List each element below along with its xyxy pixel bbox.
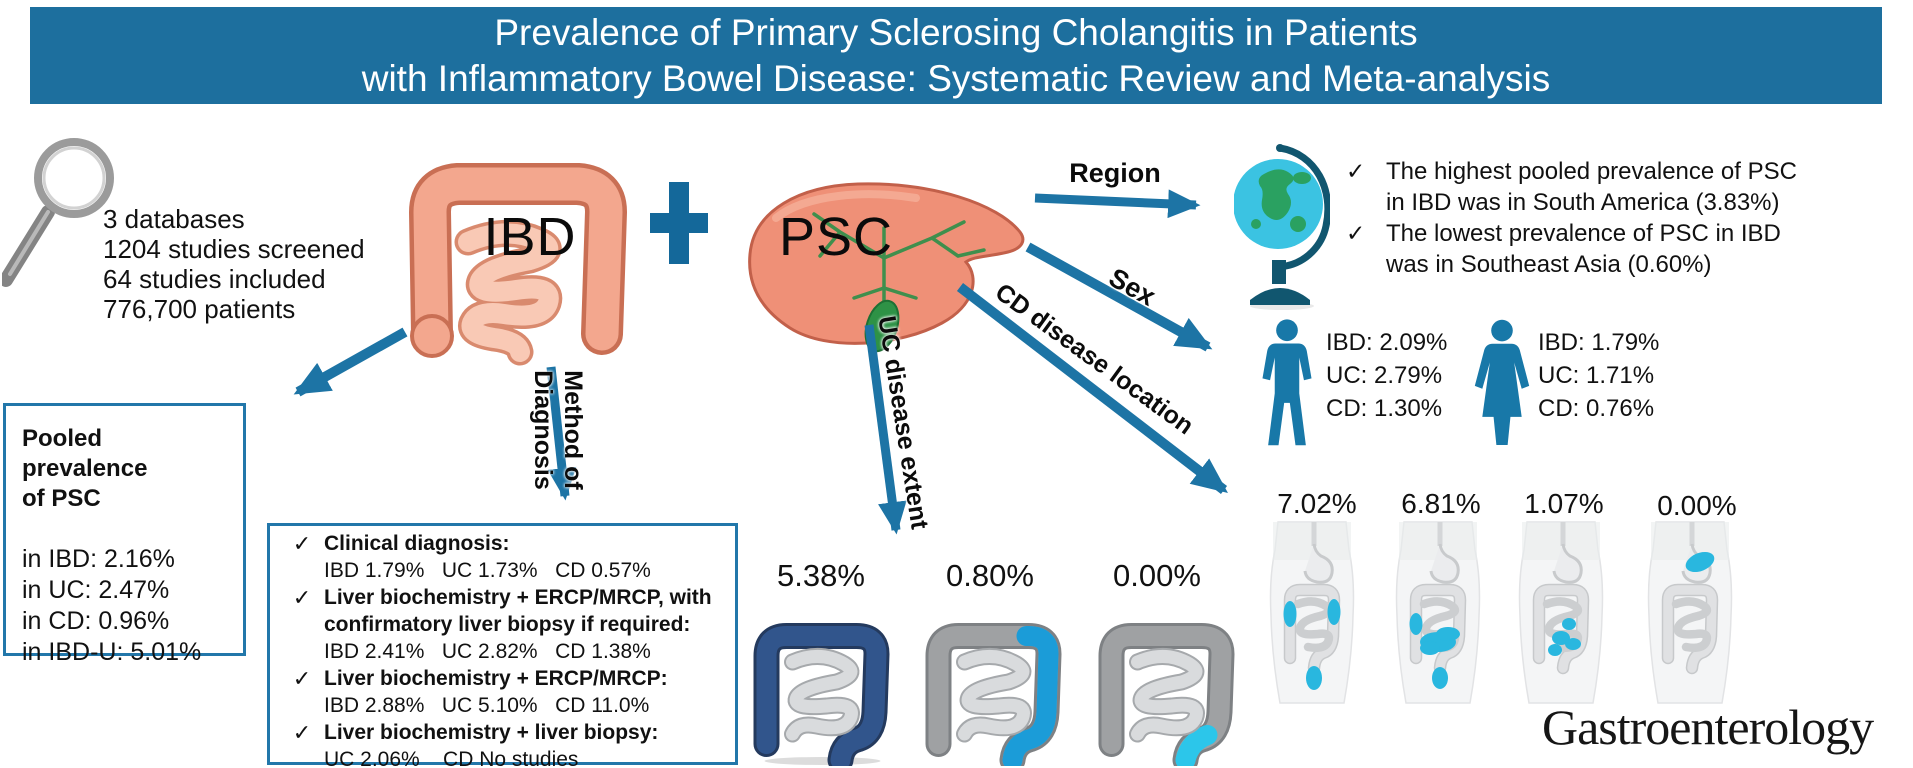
diagnosis-item: ✓ Liver biochemistry + ERCP/MRCP: IBD 2.…	[280, 665, 729, 719]
title-line-1: Prevalence of Primary Sclerosing Cholang…	[494, 11, 1418, 53]
arrow-method-of-diagnosis	[546, 366, 577, 501]
diagnosis-methods-box: ✓ Clinical diagnosis: IBD 1.79% UC 1.73%…	[267, 523, 738, 768]
region-findings: ✓ The highest pooled prevalence of PSC i…	[1346, 156, 1816, 280]
cd-highlight	[1409, 613, 1460, 689]
arrow-uc-extent	[864, 324, 907, 535]
torso-diagram-colonic	[1269, 521, 1355, 704]
region-finding-item: ✓ The highest pooled prevalence of PSC i…	[1346, 158, 1797, 216]
torso-diagram-upper-gi	[1647, 521, 1733, 704]
method-of-diagnosis-arrow-label: Method of Diagnosis	[529, 370, 587, 490]
psc-label: PSC	[778, 207, 894, 267]
ibd-label: IBD	[483, 207, 577, 267]
arrow-cd-location	[956, 283, 1228, 494]
diagnosis-item: ✓ Liver biochemistry + ERCP/MRCP, with c…	[280, 584, 729, 665]
torso-diagram-ileal	[1518, 521, 1604, 704]
checkmark-icon: ✓	[292, 666, 312, 691]
journal-logo: Gastroenterology	[1542, 699, 1874, 755]
region-arrow-label: Region	[1069, 158, 1161, 188]
colon-diagram-pancolitis	[753, 623, 890, 766]
checkmark-icon: ✓	[292, 531, 312, 556]
uc-extent-percent: 5.38%	[777, 558, 865, 593]
cd-location-percent: 7.02%	[1277, 488, 1357, 519]
title-line-2: with Inflammatory Bowel Disease: Systema…	[361, 57, 1551, 99]
male-psc-stats: IBD: 2.09% UC: 2.79% CD: 1.30%	[1326, 329, 1448, 422]
checkmark-icon: ✓	[292, 585, 312, 610]
summary-line: 776,700 patients	[103, 294, 296, 324]
male-person-icon	[1262, 319, 1312, 446]
pooled-box-values: in IBD: 2.16% in UC: 2.47% in CD: 0.96% …	[22, 545, 202, 666]
study-summary: 3 databases 1204 studies screened 64 stu…	[103, 204, 365, 324]
checkmark-icon: ✓	[292, 720, 312, 745]
title-banner: Prevalence of Primary Sclerosing Cholang…	[30, 7, 1882, 104]
cd-location-percent: 0.00%	[1657, 490, 1737, 521]
psc-liver-illustration	[748, 182, 1025, 353]
torso-diagram-ileocolonic	[1395, 521, 1481, 704]
arrow-to-pooled-box	[293, 327, 408, 397]
magnifier-icon	[2, 138, 114, 287]
cd-highlight	[1548, 618, 1581, 656]
checkmark-icon: ✓	[1346, 158, 1366, 184]
uc-extent-percent: 0.80%	[946, 558, 1034, 593]
desk-globe-icon	[1234, 144, 1330, 310]
checkmark-icon: ✓	[1346, 220, 1366, 246]
ibd-intestine-illustration	[409, 163, 627, 366]
arrow-region	[1034, 189, 1201, 219]
cd-location-percent: 1.07%	[1524, 488, 1604, 519]
colon-diagram-proctitis	[1098, 623, 1235, 766]
diagnosis-item: ✓ Liver biochemistry + liver biopsy: UC …	[280, 719, 729, 768]
region-finding-item: ✓ The lowest prevalence of PSC in IBD wa…	[1346, 220, 1781, 278]
summary-line: 1204 studies screened	[103, 234, 365, 264]
diagnosis-item: ✓ Clinical diagnosis: IBD 1.79% UC 1.73%…	[280, 530, 729, 584]
summary-line: 3 databases	[103, 204, 245, 234]
female-psc-stats: IBD: 1.79% UC: 1.71% CD: 0.76%	[1538, 329, 1660, 422]
plus-icon	[650, 182, 708, 264]
cd-highlight	[1685, 551, 1715, 573]
cd-location-percent: 6.81%	[1401, 488, 1481, 519]
arrow-sex	[1025, 242, 1213, 352]
pooled-box-title: Pooled prevalence of PSC	[22, 425, 148, 512]
colon-diagram-left-sided	[925, 623, 1062, 766]
cd-highlight	[1283, 599, 1341, 690]
uc-extent-percent: 0.00%	[1113, 558, 1201, 593]
pooled-prevalence-box: Pooled prevalence of PSC in IBD: 2.16% i…	[3, 403, 246, 666]
summary-line: 64 studies included	[103, 264, 326, 294]
female-person-icon	[1474, 319, 1530, 445]
